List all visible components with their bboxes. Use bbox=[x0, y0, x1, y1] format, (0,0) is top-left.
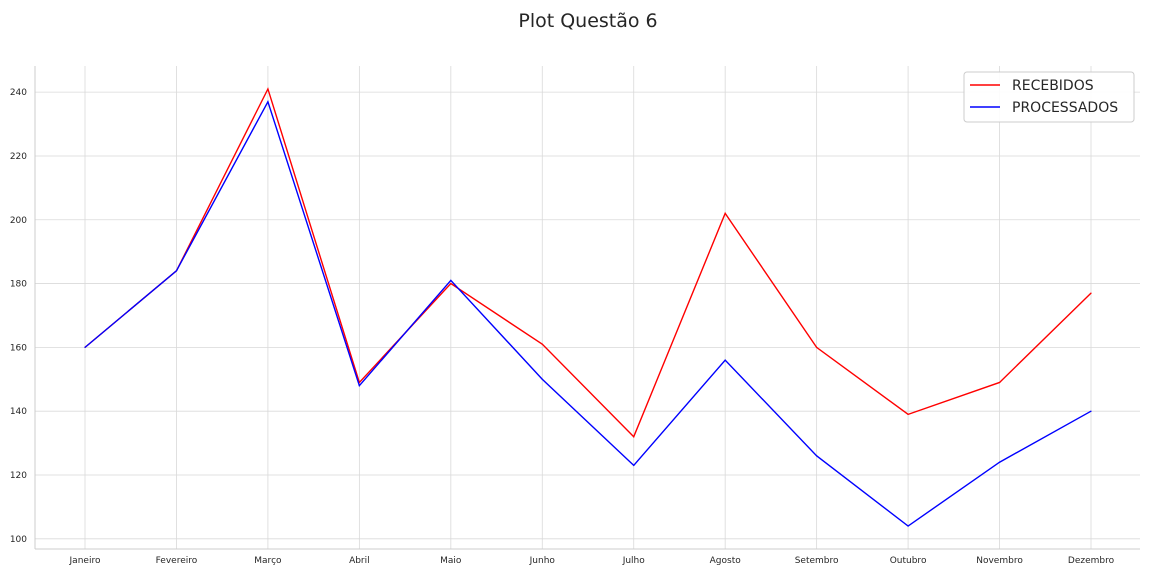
x-tick-label: Janeiro bbox=[69, 556, 101, 566]
legend-box bbox=[963, 71, 1135, 123]
y-tick-label: 120 bbox=[10, 471, 27, 481]
chart-title: Plot Questão 6 bbox=[518, 10, 657, 32]
data-point-recebidos bbox=[541, 343, 543, 345]
legend-label-recebidos: RECEBIDOS bbox=[1012, 78, 1094, 94]
grid-lines bbox=[35, 66, 1140, 549]
data-point-processados bbox=[541, 378, 543, 380]
data-point-recebidos bbox=[633, 436, 635, 438]
series-lines bbox=[84, 87, 1092, 527]
x-tick-label: Dezembro bbox=[1068, 556, 1115, 566]
data-point-processados bbox=[450, 279, 452, 281]
x-tick-label: Novembro bbox=[976, 556, 1023, 566]
data-point-processados bbox=[84, 346, 86, 348]
data-point-processados bbox=[816, 455, 818, 457]
data-point-recebidos bbox=[1090, 292, 1092, 294]
y-tick-label: 140 bbox=[10, 407, 27, 417]
legend-label-processados: PROCESSADOS bbox=[1012, 100, 1118, 116]
data-point-recebidos bbox=[450, 282, 452, 285]
y-tick-label: 240 bbox=[10, 88, 27, 98]
data-point-processados bbox=[907, 525, 909, 527]
data-point-processados bbox=[267, 101, 269, 103]
y-tick-label: 220 bbox=[10, 152, 27, 162]
x-tick-label: Março bbox=[254, 556, 282, 566]
data-point-recebidos bbox=[267, 88, 269, 90]
x-tick-label: Abril bbox=[349, 556, 370, 566]
x-tick-label: Junho bbox=[529, 556, 556, 566]
x-tick-label: Julho bbox=[622, 556, 646, 566]
y-tick-label: 160 bbox=[10, 343, 27, 353]
x-tick-label: Maio bbox=[440, 556, 462, 566]
data-point-recebidos bbox=[907, 413, 909, 415]
data-point-processados bbox=[633, 464, 635, 467]
data-point-recebidos bbox=[816, 346, 818, 348]
x-tick-label: Outubro bbox=[890, 556, 927, 566]
data-point-processados bbox=[358, 385, 360, 387]
data-point-processados bbox=[998, 461, 1001, 463]
data-point-processados bbox=[724, 359, 726, 361]
data-point-processados bbox=[175, 270, 178, 272]
data-point-recebidos bbox=[724, 212, 726, 214]
x-tick-labels: Janeiro Fevereiro Março Abril Maio Junho Julho… bbox=[69, 556, 1115, 566]
series-line-processados bbox=[84, 99, 1092, 527]
y-tick-label: 180 bbox=[10, 280, 27, 290]
y-tick-label: 100 bbox=[10, 535, 27, 545]
data-point-recebidos bbox=[998, 381, 1001, 384]
axes bbox=[34, 66, 1140, 550]
y-tick-label: 200 bbox=[10, 216, 27, 226]
x-tick-label: Fevereiro bbox=[156, 556, 198, 566]
x-tick-label: Setembro bbox=[795, 556, 839, 566]
data-point-processados bbox=[1090, 410, 1092, 412]
legend: RECEBIDOS PROCESSADOS bbox=[963, 71, 1135, 123]
x-tick-label: Agosto bbox=[710, 556, 742, 566]
y-tick-labels: 100 120 140 160 180 200 220 240 bbox=[10, 88, 27, 545]
series-line-recebidos bbox=[84, 87, 1092, 438]
